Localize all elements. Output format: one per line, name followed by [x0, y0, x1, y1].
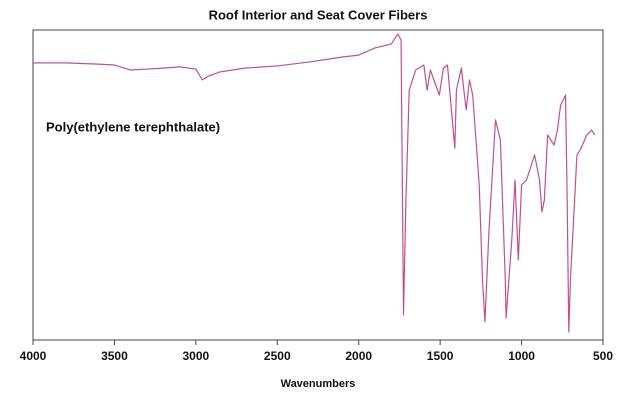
- x-tick-label: 3500: [101, 349, 128, 363]
- x-tick-label: 4000: [20, 349, 47, 363]
- x-tick-label: 500: [593, 349, 613, 363]
- plot-frame: [32, 29, 604, 341]
- x-tick-label: 3000: [183, 349, 210, 363]
- x-tick-label: 1500: [427, 349, 454, 363]
- annotation: Poly(ethylene terephthalate): [46, 119, 220, 134]
- x-tick-label: 2500: [264, 349, 291, 363]
- spectrum-line: [33, 33, 596, 333]
- x-tick-label: 1000: [508, 349, 535, 363]
- chart-title: Roof Interior and Seat Cover Fibers: [209, 7, 428, 22]
- x-axis-label: Wavenumbers: [281, 378, 356, 390]
- x-tick-label: 2000: [345, 349, 372, 363]
